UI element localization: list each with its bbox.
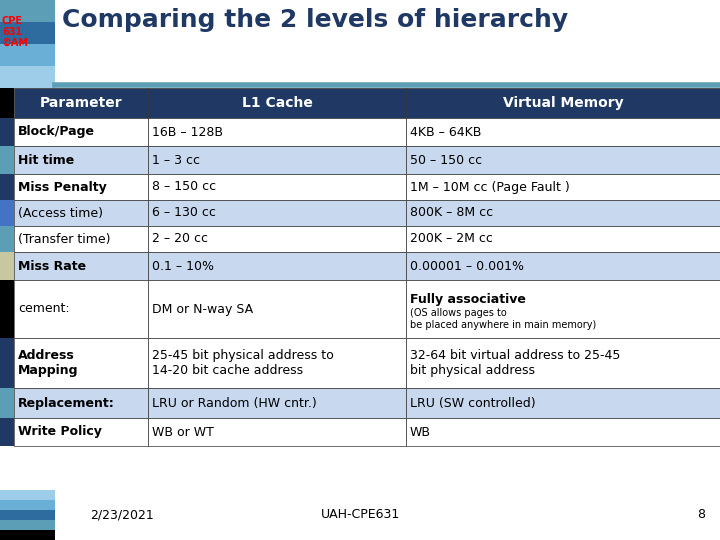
Text: UAH-CPE631: UAH-CPE631: [320, 509, 400, 522]
Bar: [14, 174, 148, 200]
Text: 2 – 20 cc: 2 – 20 cc: [152, 233, 208, 246]
Bar: [0, 0, 55, 22]
Bar: [148, 118, 406, 146]
Bar: [0, 66, 55, 88]
Bar: [0, 226, 14, 252]
Bar: [0, 118, 14, 146]
Text: Virtual Memory: Virtual Memory: [503, 96, 624, 110]
Bar: [148, 200, 406, 226]
Text: 4KB – 64KB: 4KB – 64KB: [410, 125, 481, 138]
Bar: [406, 88, 720, 118]
Bar: [148, 226, 406, 252]
Bar: [14, 252, 148, 280]
Text: 32-64 bit virtual address to 25-45
bit physical address: 32-64 bit virtual address to 25-45 bit p…: [410, 349, 620, 377]
Bar: [0, 146, 14, 174]
Text: L1 Cache: L1 Cache: [241, 96, 312, 110]
Bar: [406, 174, 720, 200]
Bar: [148, 146, 406, 174]
Bar: [14, 280, 148, 338]
Bar: [148, 388, 406, 418]
Bar: [0, 388, 14, 418]
Text: WB or WT: WB or WT: [152, 426, 214, 438]
Bar: [406, 388, 720, 418]
Text: 50 – 150 cc: 50 – 150 cc: [410, 153, 482, 166]
Bar: [148, 280, 406, 338]
Text: Parameter: Parameter: [40, 96, 122, 110]
Bar: [14, 146, 148, 174]
Text: (Access time): (Access time): [18, 206, 103, 219]
Bar: [148, 252, 406, 280]
Text: cement:: cement:: [18, 302, 70, 315]
Text: (Transfer time): (Transfer time): [18, 233, 110, 246]
Bar: [0, 44, 55, 66]
Bar: [0, 418, 14, 446]
Bar: [148, 418, 406, 446]
Bar: [0, 500, 55, 510]
Bar: [406, 200, 720, 226]
Text: Address
Mapping: Address Mapping: [18, 349, 78, 377]
Bar: [0, 88, 14, 118]
Bar: [0, 530, 55, 540]
Text: 6 – 130 cc: 6 – 130 cc: [152, 206, 216, 219]
Bar: [406, 118, 720, 146]
Bar: [0, 510, 55, 520]
Text: CPE
631
©AM: CPE 631 ©AM: [2, 16, 29, 48]
Text: Hit time: Hit time: [18, 153, 74, 166]
Bar: [406, 280, 720, 338]
Text: Replacement:: Replacement:: [18, 396, 114, 409]
Text: Comparing the 2 levels of hierarchy: Comparing the 2 levels of hierarchy: [62, 8, 568, 32]
Bar: [14, 88, 148, 118]
Text: (OS allows pages to
be placed anywhere in main memory): (OS allows pages to be placed anywhere i…: [410, 308, 596, 330]
Bar: [148, 88, 406, 118]
Text: Miss Penalty: Miss Penalty: [18, 180, 107, 193]
Bar: [0, 200, 14, 226]
Text: Miss Rate: Miss Rate: [18, 260, 86, 273]
Bar: [406, 338, 720, 388]
Text: 8: 8: [697, 509, 705, 522]
Text: 1 – 3 cc: 1 – 3 cc: [152, 153, 200, 166]
Text: 200K – 2M cc: 200K – 2M cc: [410, 233, 492, 246]
Bar: [0, 22, 55, 44]
Bar: [14, 226, 148, 252]
Bar: [0, 280, 14, 338]
Bar: [406, 146, 720, 174]
Bar: [14, 388, 148, 418]
Text: 0.1 – 10%: 0.1 – 10%: [152, 260, 214, 273]
Text: 800K – 8M cc: 800K – 8M cc: [410, 206, 493, 219]
Bar: [0, 252, 14, 280]
Text: 1M – 10M cc (Page Fault ): 1M – 10M cc (Page Fault ): [410, 180, 570, 193]
Text: WB: WB: [410, 426, 431, 438]
Text: LRU or Random (HW cntr.): LRU or Random (HW cntr.): [152, 396, 317, 409]
Bar: [14, 338, 148, 388]
Bar: [14, 200, 148, 226]
Bar: [406, 418, 720, 446]
Text: 8 – 150 cc: 8 – 150 cc: [152, 180, 216, 193]
Text: 0.00001 – 0.001%: 0.00001 – 0.001%: [410, 260, 524, 273]
Bar: [0, 520, 55, 530]
Bar: [148, 338, 406, 388]
Bar: [14, 118, 148, 146]
Bar: [14, 418, 148, 446]
Bar: [0, 174, 14, 200]
Bar: [406, 252, 720, 280]
Text: Fully associative: Fully associative: [410, 293, 526, 306]
Text: 25-45 bit physical address to
14-20 bit cache address: 25-45 bit physical address to 14-20 bit …: [152, 349, 334, 377]
Text: 2/23/2021: 2/23/2021: [90, 509, 154, 522]
Text: Write Policy: Write Policy: [18, 426, 102, 438]
Bar: [406, 226, 720, 252]
Bar: [0, 338, 14, 388]
Text: Block/Page: Block/Page: [18, 125, 95, 138]
Text: 16B – 128B: 16B – 128B: [152, 125, 223, 138]
Text: LRU (SW controlled): LRU (SW controlled): [410, 396, 536, 409]
Text: DM or N-way SA: DM or N-way SA: [152, 302, 253, 315]
Bar: [148, 174, 406, 200]
Bar: [0, 490, 55, 500]
